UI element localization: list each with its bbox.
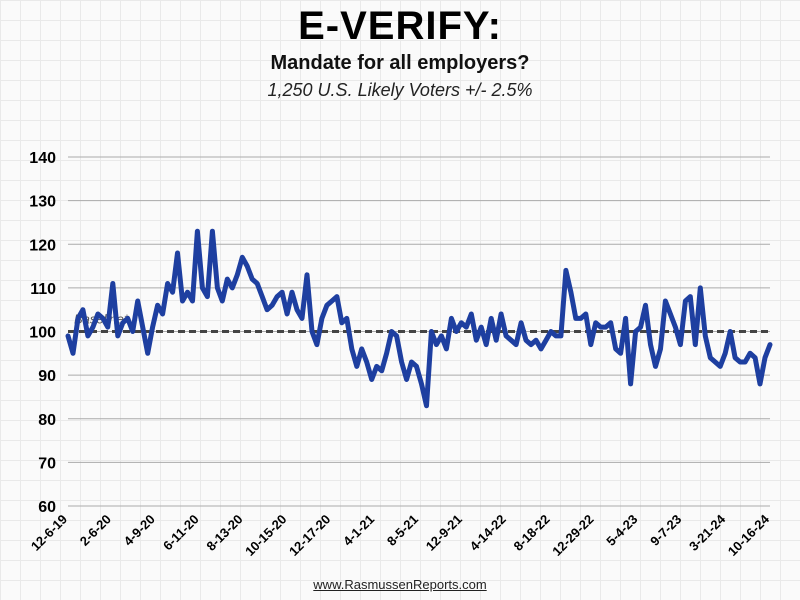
x-tick-label: 8-5-21: [384, 512, 421, 549]
x-tick-label: 10-15-20: [242, 512, 289, 559]
x-tick-label: 12-9-21: [423, 512, 465, 554]
x-tick-label: 4-14-22: [467, 512, 509, 554]
x-tick-label: 3-21-24: [686, 511, 729, 554]
x-tick-label: 2-6-20: [77, 512, 114, 549]
y-tick-label: 130: [29, 194, 56, 211]
x-tick-label: 9-7-23: [647, 512, 684, 549]
x-tick-label: 4-1-21: [340, 512, 377, 549]
series-line: [65, 228, 773, 409]
y-tick-label: 70: [38, 455, 56, 472]
y-tick-label: 90: [38, 368, 56, 385]
x-tick-label: 12-6-19: [28, 512, 70, 554]
y-tick-label: 120: [29, 237, 56, 254]
source-link[interactable]: www.RasmussenReports.com: [313, 577, 487, 592]
x-tick-label: 8-13-20: [203, 512, 245, 554]
y-tick-label: 80: [38, 412, 56, 429]
y-tick-label: 60: [38, 499, 56, 516]
x-tick-label: 10-16-24: [725, 511, 773, 559]
x-tick-label: 12-17-20: [286, 512, 333, 559]
y-tick-label: 100: [29, 325, 56, 342]
x-tick-label: 6-11-20: [160, 512, 202, 554]
x-tick-label: 4-9-20: [121, 512, 158, 549]
x-tick-label: 8-18-22: [510, 512, 552, 554]
sample-info: 1,250 U.S. Likely Voters +/- 2.5%: [267, 80, 533, 100]
chart-subtitle: Mandate for all employers?: [270, 52, 530, 74]
y-tick-label: 110: [30, 281, 56, 298]
x-tick-label: 5-4-23: [603, 512, 640, 549]
chart-title: E-VERIFY:: [298, 4, 502, 48]
y-tick-label: 140: [29, 150, 56, 167]
x-tick-label: 12-29-22: [549, 512, 596, 559]
